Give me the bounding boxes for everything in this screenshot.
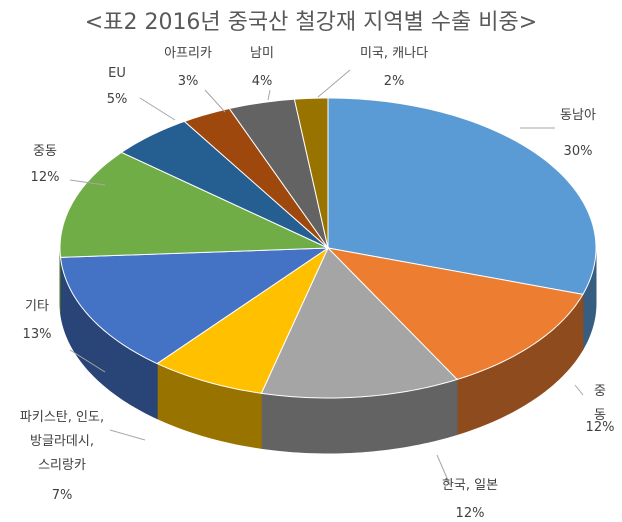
value-label: 30% [563, 144, 593, 159]
leader-line [204, 89, 226, 113]
leader-line [109, 429, 146, 441]
value-label: 7% [51, 488, 73, 503]
value-label: 3% [177, 74, 199, 89]
slice [59, 151, 329, 258]
category-label: 동남아 [560, 108, 596, 123]
value-label: 4% [251, 74, 273, 89]
value-label: 5% [106, 92, 128, 107]
leader-line [69, 179, 106, 186]
chart-title: <표2 2016년 중국산 철강재 지역별 수출 비중> [84, 10, 538, 35]
category-label: EU [108, 66, 126, 81]
slice [327, 97, 597, 295]
category-label: 미국, 캐나다 [359, 46, 429, 61]
category-label: 한국, 일본 [441, 478, 499, 493]
leader-line [317, 69, 351, 98]
category-label: 남미 [250, 46, 274, 61]
category-label: 기타 [25, 299, 49, 314]
leader-line [69, 349, 106, 373]
slice [293, 97, 329, 249]
leader-line [436, 454, 451, 486]
value-label: 13% [22, 327, 52, 342]
value-label: 12% [585, 420, 615, 435]
category-label: 아프리카 [164, 46, 212, 61]
leader-line [574, 384, 584, 396]
leader-line [267, 89, 271, 101]
slice [326, 247, 584, 381]
value-label: 12% [30, 170, 60, 185]
category-label: 중동 [33, 144, 57, 159]
value-label: 2% [383, 74, 405, 89]
slice [183, 107, 329, 249]
slice [120, 120, 329, 249]
category-label: 파키스탄, 인도, 방글라데시, 스리랑카 [19, 410, 105, 473]
slice [156, 246, 330, 394]
leader-line [139, 97, 176, 121]
slice [228, 98, 329, 249]
category-label: 중동 [594, 384, 606, 423]
value-label: 12% [455, 506, 485, 521]
slice [59, 247, 330, 365]
slice [260, 247, 459, 399]
